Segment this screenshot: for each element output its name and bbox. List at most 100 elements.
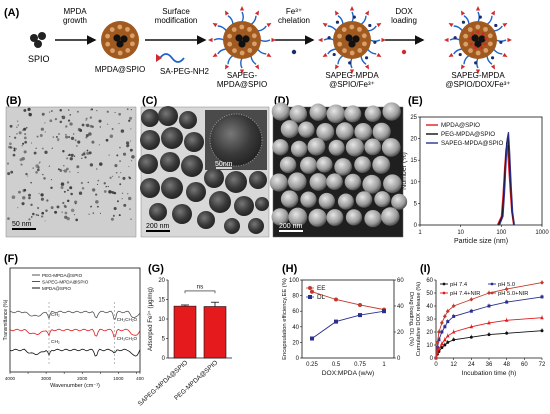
h-xlabel: DOX:MPDA (w/w) (322, 370, 374, 377)
h-ytick-right: 40 (397, 304, 404, 310)
panel-c-letter: (C) (142, 95, 158, 107)
h-point (310, 289, 314, 294)
step-surface-modification-label: Surface modification (155, 7, 198, 25)
i-point (445, 333, 450, 338)
h-point (334, 319, 338, 324)
i-point (505, 331, 509, 335)
i-xtick: 12 (450, 362, 457, 368)
i-point (434, 356, 438, 360)
i-ytick: 60 (426, 278, 433, 284)
e-xtick: 1 (418, 230, 422, 236)
panel-f-chart: (F) 4000 3000 2000 1000 400 Wavenumber (cm⁻¹)… (3, 253, 144, 389)
h-ytick-left: 0 (296, 356, 300, 362)
panel-i-chart: (I) 0 10 20 30 40 50 60 0 12 24 36 48 60 72 Incubation… (416, 263, 546, 377)
np4-label: SAPEG-MPDA @SPIO/DOX/Fe³⁺ (445, 71, 510, 89)
h-point (358, 302, 362, 307)
f-xtick: 4000 (5, 376, 16, 381)
h-ytick-left: 60 (292, 309, 299, 315)
e-xlabel: Particle size (nm) (454, 238, 508, 245)
i-point (469, 324, 474, 329)
h-ytick-left: 80 (292, 294, 299, 300)
e-ytick: 20 (410, 137, 417, 143)
i-legend-entry: pH 5.0 (498, 282, 515, 288)
panel-b-tem-image: (B) 50 nm (5, 95, 137, 238)
e-ytick: 25 (410, 115, 417, 121)
i-point (440, 330, 444, 334)
i-ytick: 20 (426, 330, 433, 336)
i-point (487, 333, 491, 337)
i-xtick: 24 (468, 362, 475, 368)
panel-i-letter: (I) (420, 263, 431, 275)
e-series-line (498, 132, 516, 226)
i-point (452, 338, 456, 342)
panel-e-letter: (E) (408, 95, 423, 107)
panel-h-letter: (H) (282, 263, 298, 275)
panel-e-chart: (E) 0 5 10 15 20 25 1 10 100 1000 Particle size (n… (401, 95, 549, 245)
h-point (382, 309, 386, 314)
h-xtick: 0.75 (354, 362, 366, 368)
panel-h-chart: (H) 0 20 40 60 80 100 0 20 40 60 0.25 0.5 0.75 1 DOX:M… (282, 263, 414, 377)
i-legend-entry: pH 7.4+NIR (450, 291, 480, 297)
panel-b-scale-label: 50 nm (12, 221, 32, 228)
f-annotation: CH₂ (51, 312, 60, 318)
h-ylabel-right: Drug loading, DL (%) (408, 292, 414, 346)
h-ytick-right: 60 (397, 278, 404, 284)
g-ytick: 10 (158, 317, 165, 323)
f-spectrum-line (9, 348, 141, 357)
f-spectrum-line (9, 328, 141, 338)
i-ylabel: Cumulative DOX release (%) (416, 282, 422, 356)
i-legend-entry: pH 5.0+NIR (498, 291, 528, 297)
sa-peg-nh2-label: SA-PEG-NH2 (160, 67, 209, 76)
i-point (487, 320, 491, 325)
f-annotation: CH₂CH₂O (117, 336, 138, 341)
panel-a-schematic: (A) SPIO MPDA growth Surface modification … (4, 6, 512, 89)
sapeg-mpda-spio-particle (208, 6, 276, 74)
i-point (446, 320, 450, 324)
dox-molecule-icon (401, 49, 407, 55)
i-point (504, 318, 509, 322)
i-point (451, 304, 456, 308)
i-point (487, 304, 491, 308)
e-legend-entry: SAPEG-MPDA@SPIO (441, 140, 504, 147)
f-spectrum-line (9, 310, 141, 320)
panel-d-sem-image: (D) 200 nm (269, 95, 408, 238)
i-xlabel: Incubation time (h) (462, 370, 517, 377)
i-point (442, 314, 447, 319)
g-significance-label: ns (197, 284, 204, 291)
panel-d-scale-label: 200 nm (279, 223, 303, 230)
e-xtick: 1000 (535, 230, 549, 236)
i-ytick: 40 (426, 304, 433, 310)
e-xtick: 10 (457, 230, 464, 236)
i-ytick: 0 (430, 356, 434, 362)
panel-f-letter: (F) (4, 253, 18, 265)
g-category-label: SAPEG-MPDA@SPIO (137, 359, 190, 407)
spio-label: SPIO (28, 54, 50, 64)
f-annotation: CH₂ (51, 339, 60, 345)
f-xlabel: Wavenumber (cm⁻¹) (50, 383, 100, 389)
h-point (334, 297, 338, 302)
g-ytick: 5 (162, 337, 166, 343)
e-legend-entry: MPDA@SPIO (441, 122, 480, 129)
e-ytick: 10 (410, 180, 417, 186)
f-legend-entry: MPDA@SPIO (42, 286, 71, 291)
i-point (452, 314, 456, 318)
i-ytick: 50 (426, 291, 433, 297)
i-point (440, 341, 444, 346)
panel-c-inset-scale-label: 50nm (215, 161, 233, 168)
sapeg-mpda-spio-dox-fe-particle (444, 6, 512, 74)
i-point (443, 343, 447, 347)
h-ylabel-left: Encapsulation efficiency,EE (%) (282, 278, 288, 360)
i-point (540, 315, 544, 320)
e-ytick: 15 (410, 158, 417, 164)
i-point (540, 295, 544, 299)
g-ytick: 15 (158, 298, 165, 304)
i-legend-entry: pH 7.4 (450, 282, 468, 288)
h-ytick-left: 100 (289, 278, 300, 284)
e-xtick: 100 (496, 230, 507, 236)
i-point (469, 335, 473, 339)
e-legend-entry: PEG-MPDA@SPIO (441, 131, 495, 138)
e-ytick: 0 (414, 223, 418, 229)
step-dox-loading-label: DOX loading (391, 7, 417, 25)
h-ytick-right: 0 (397, 356, 401, 362)
i-point (440, 346, 444, 350)
